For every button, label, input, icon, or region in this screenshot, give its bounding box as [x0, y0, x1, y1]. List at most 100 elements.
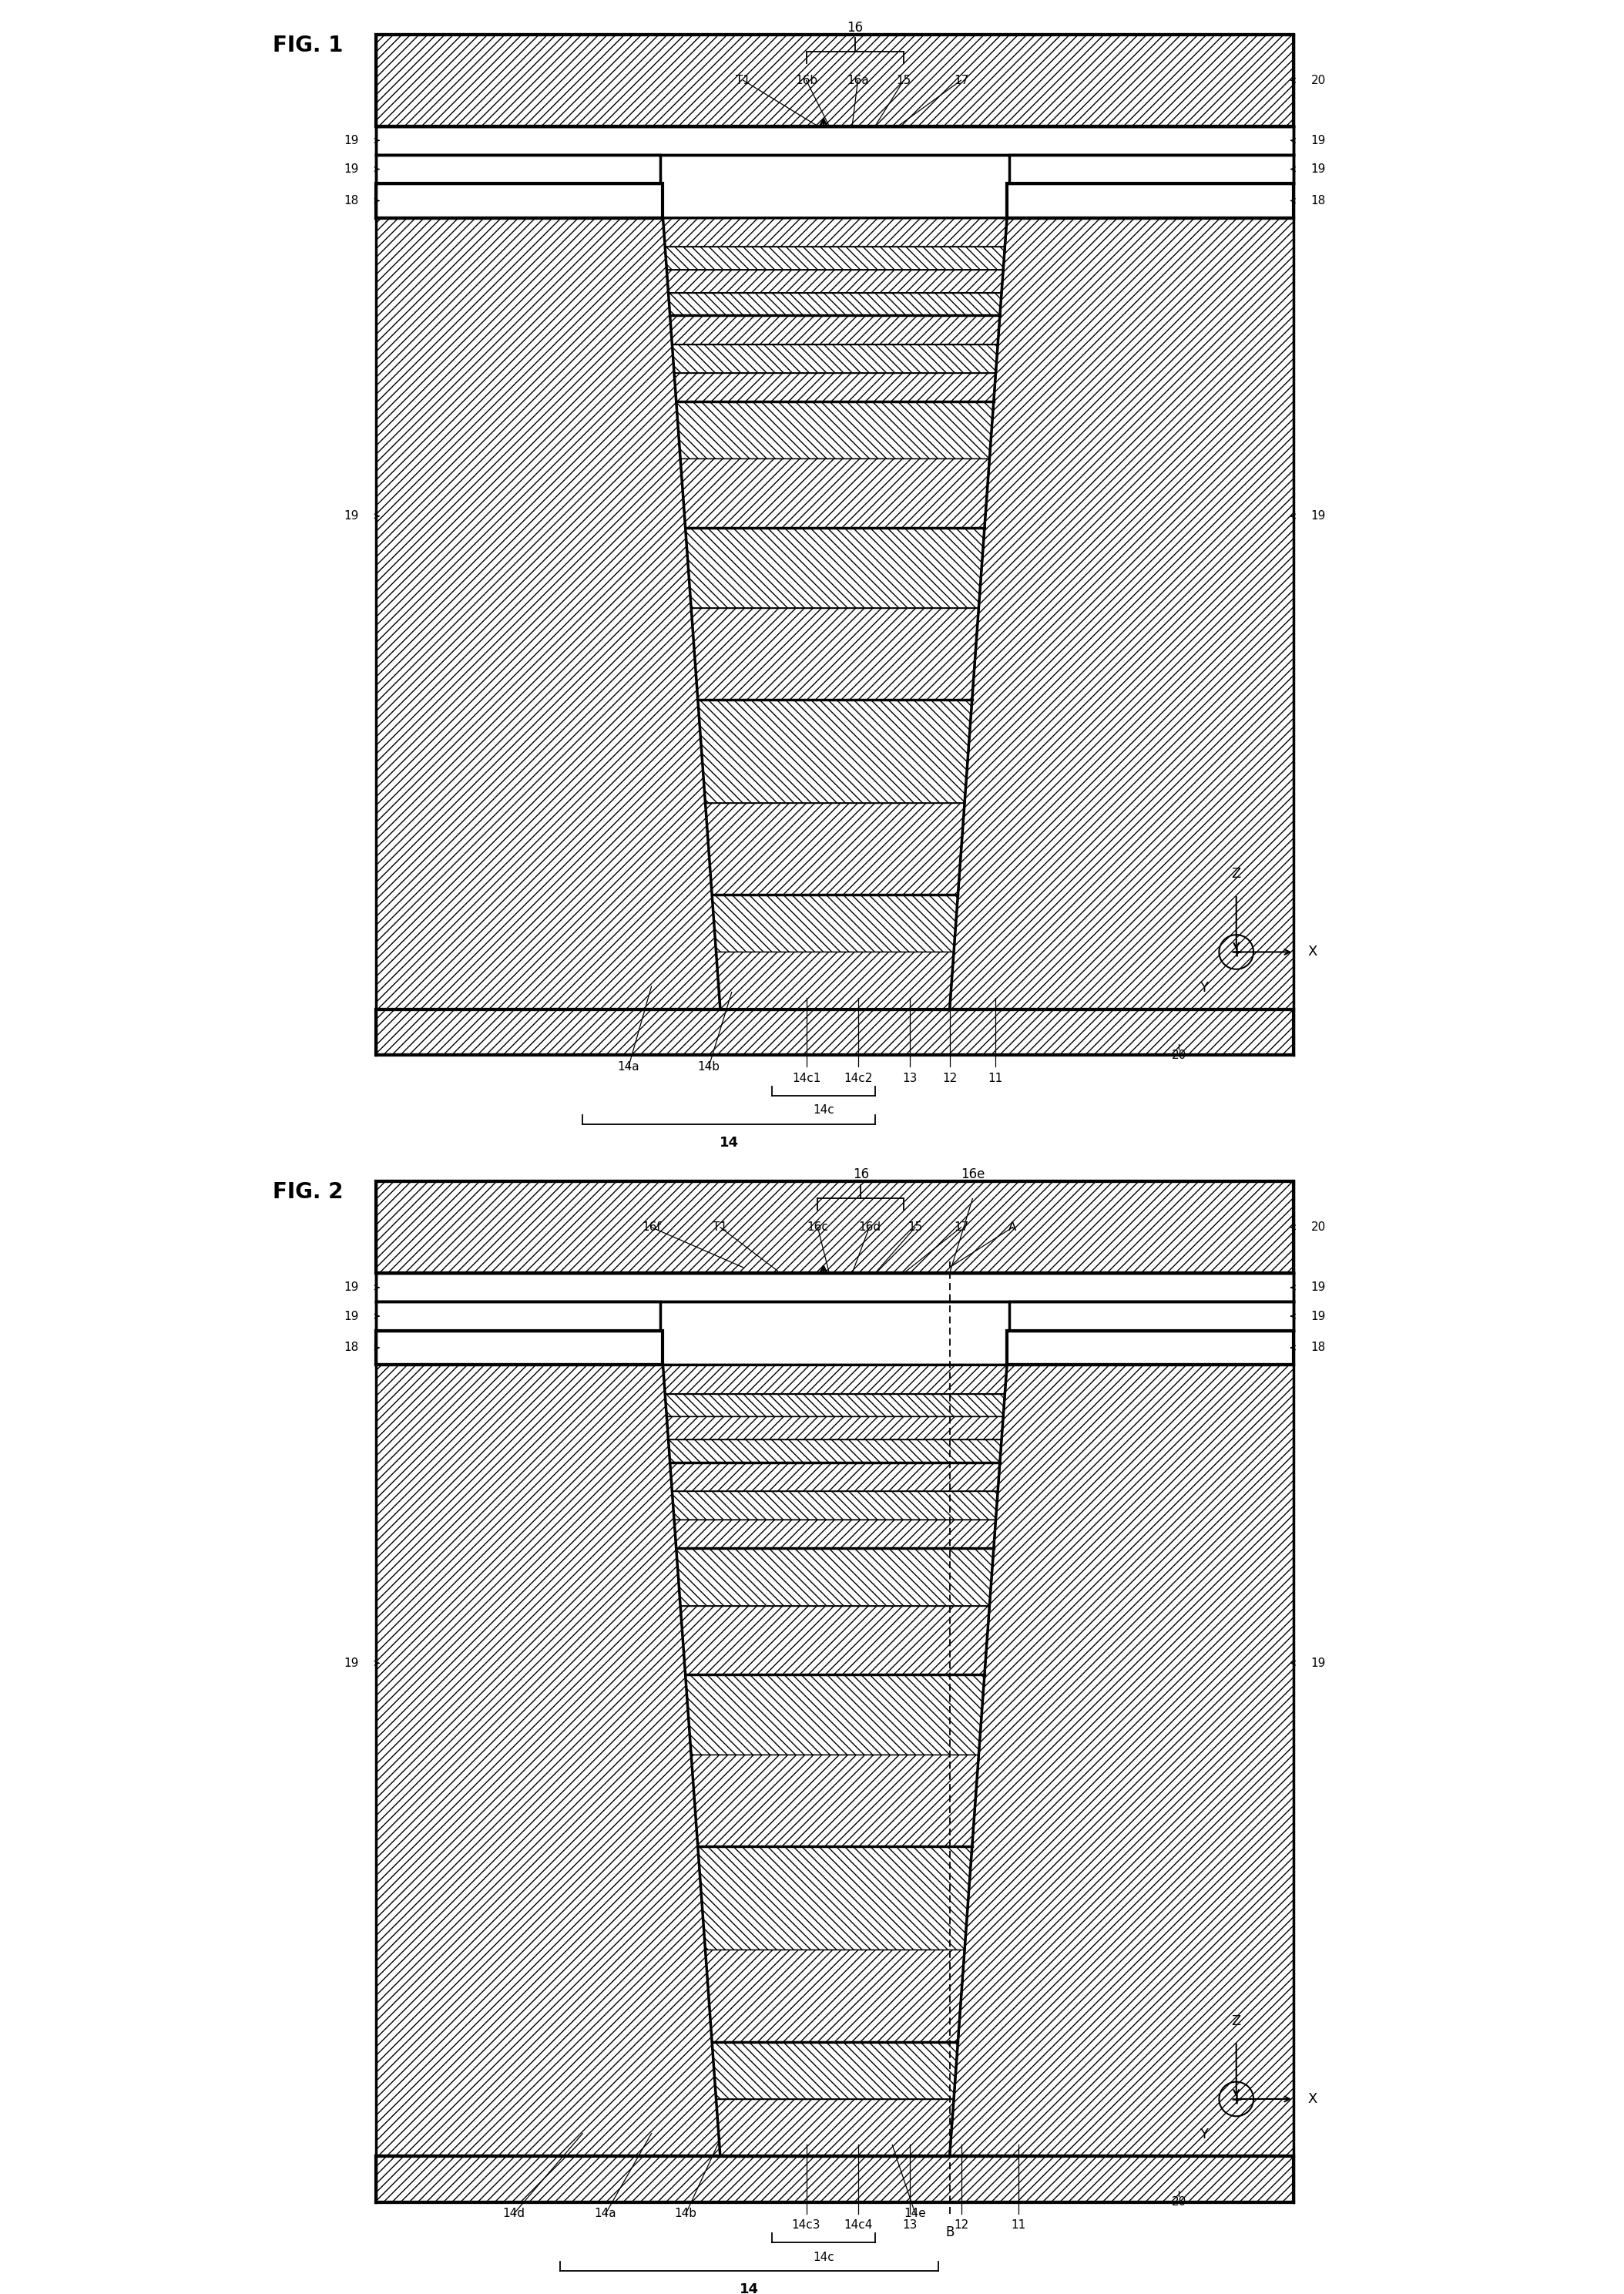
Polygon shape — [685, 1675, 984, 1755]
Polygon shape — [672, 1491, 997, 1521]
Polygon shape — [663, 1365, 1007, 1392]
Text: 20: 20 — [1311, 73, 1325, 87]
Polygon shape — [950, 126, 1294, 1009]
Bar — [377, 184, 663, 218]
Text: T1: T1 — [713, 1220, 728, 1234]
Bar — [1010, 1303, 1294, 1331]
Bar — [377, 1009, 1294, 1055]
Bar — [377, 1331, 663, 1365]
Text: 19: 19 — [1311, 509, 1325, 523]
Polygon shape — [716, 952, 953, 1009]
Text: 16: 16 — [846, 21, 862, 34]
Polygon shape — [676, 401, 994, 459]
Polygon shape — [680, 1606, 989, 1675]
Text: 19: 19 — [344, 1656, 359, 1670]
Text: 11: 11 — [987, 1074, 1004, 1085]
Text: X: X — [1307, 2092, 1317, 2106]
Text: FIG. 2: FIG. 2 — [273, 1181, 344, 1202]
Text: 13: 13 — [901, 1074, 918, 1085]
Text: 19: 19 — [1311, 1282, 1325, 1294]
Polygon shape — [667, 271, 1004, 294]
Text: 19: 19 — [344, 1310, 359, 1321]
Text: 15: 15 — [896, 76, 911, 87]
Text: 14a: 14a — [617, 1060, 640, 1074]
Text: B: B — [945, 2225, 953, 2239]
Polygon shape — [664, 248, 1005, 271]
Text: Y: Y — [1199, 2129, 1208, 2143]
Polygon shape — [692, 608, 979, 700]
Text: 16d: 16d — [857, 1220, 880, 1234]
Text: 13: 13 — [901, 2221, 918, 2232]
Text: 16a: 16a — [846, 76, 869, 87]
Text: 19: 19 — [344, 163, 359, 174]
Bar — [377, 1273, 1294, 1303]
Polygon shape — [674, 1521, 996, 1548]
Text: Y: Y — [1199, 982, 1208, 996]
Text: 19: 19 — [344, 135, 359, 147]
Text: X: X — [1307, 945, 1317, 959]
Bar — [377, 1181, 1294, 1273]
Polygon shape — [377, 1273, 721, 2156]
Polygon shape — [377, 126, 721, 1009]
Text: 14c2: 14c2 — [843, 1074, 872, 1085]
Text: 14a: 14a — [594, 2207, 617, 2221]
Text: 19: 19 — [344, 1282, 359, 1294]
Polygon shape — [705, 803, 965, 895]
Polygon shape — [698, 1847, 973, 1950]
Text: 11: 11 — [1012, 2221, 1026, 2232]
Text: 14e: 14e — [905, 2207, 926, 2221]
Text: T1: T1 — [736, 76, 750, 87]
Text: 16: 16 — [853, 1168, 869, 1181]
Text: 17: 17 — [953, 1220, 968, 1234]
Bar — [377, 2156, 1294, 2202]
Text: 14c4: 14c4 — [843, 2221, 872, 2232]
Polygon shape — [711, 895, 958, 952]
Text: 19: 19 — [1311, 1656, 1325, 1670]
Polygon shape — [674, 372, 996, 401]
Text: 19: 19 — [1311, 135, 1325, 147]
Text: 14c1: 14c1 — [793, 1074, 820, 1085]
Bar — [377, 126, 1294, 156]
Polygon shape — [711, 2042, 958, 2099]
Text: 20: 20 — [1171, 1051, 1187, 1062]
Text: 14c: 14c — [812, 1106, 835, 1117]
Text: 14c: 14c — [812, 2253, 835, 2264]
Text: 14: 14 — [719, 1136, 739, 1149]
Text: 15: 15 — [908, 1220, 922, 1234]
Polygon shape — [716, 2099, 953, 2156]
Text: 14b: 14b — [698, 1060, 719, 1074]
Polygon shape — [680, 459, 989, 528]
Bar — [377, 1303, 661, 1331]
Bar — [1010, 156, 1294, 184]
Text: 19: 19 — [1311, 163, 1325, 174]
Polygon shape — [667, 1418, 1004, 1441]
Polygon shape — [671, 317, 1000, 344]
Bar — [377, 34, 1294, 126]
Text: 14b: 14b — [674, 2207, 697, 2221]
Text: 18: 18 — [1311, 1342, 1325, 1353]
Text: 19: 19 — [344, 509, 359, 523]
Text: 20: 20 — [1311, 1220, 1325, 1234]
Polygon shape — [705, 1950, 965, 2042]
Polygon shape — [669, 1441, 1002, 1464]
Text: 16f: 16f — [641, 1220, 661, 1234]
Polygon shape — [671, 1464, 1000, 1491]
Polygon shape — [669, 294, 1002, 317]
Polygon shape — [950, 1273, 1294, 2156]
Polygon shape — [664, 1392, 1005, 1418]
Text: 14c3: 14c3 — [793, 2221, 820, 2232]
Text: Z: Z — [1231, 2014, 1241, 2028]
Text: 12: 12 — [942, 1074, 957, 1085]
Text: 12: 12 — [953, 2221, 968, 2232]
Text: 20: 20 — [1171, 2198, 1187, 2209]
Text: 16c: 16c — [807, 1220, 828, 1234]
Polygon shape — [663, 218, 1007, 248]
Polygon shape — [676, 1548, 994, 1606]
Text: 14d: 14d — [503, 2207, 525, 2221]
Text: 14: 14 — [739, 2283, 758, 2294]
Text: FIG. 1: FIG. 1 — [273, 34, 343, 55]
Text: 16b: 16b — [796, 76, 817, 87]
Polygon shape — [685, 528, 984, 608]
Text: A: A — [1009, 1220, 1017, 1234]
Text: Z: Z — [1231, 867, 1241, 881]
